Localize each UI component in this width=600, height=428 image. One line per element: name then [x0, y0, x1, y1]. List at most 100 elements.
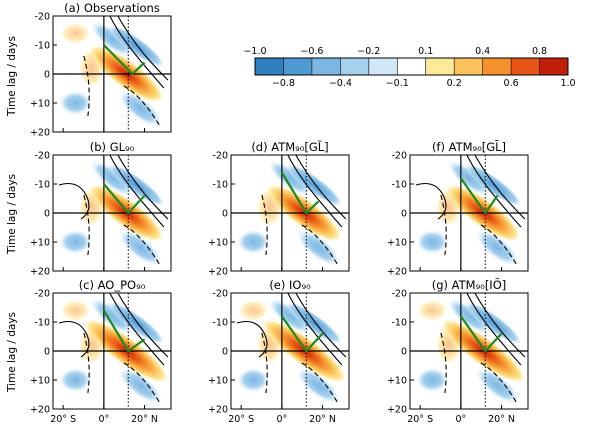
y-tick-label: -10	[34, 41, 50, 52]
y-tick-label: 0	[44, 209, 50, 220]
y-tick-label: 0	[222, 347, 228, 358]
x-tick-label: 20° S	[50, 414, 76, 425]
y-axis-label: Time lag / days	[6, 36, 18, 117]
y-tick-label: +10	[30, 376, 50, 387]
y-tick-label: +10	[387, 376, 407, 387]
y-tick-label: -20	[212, 151, 228, 162]
contour-line	[295, 293, 347, 358]
contour-line	[117, 155, 169, 220]
shading	[59, 21, 165, 127]
colorbar-swatch	[454, 58, 484, 75]
x-tick-label: 0°	[98, 414, 109, 425]
colorbar-swatch	[482, 58, 512, 75]
y-tick-label: +20	[387, 405, 407, 416]
y-tick-label: -10	[391, 318, 407, 329]
propagation-line	[103, 183, 146, 215]
y-tick-label: +20	[30, 128, 50, 139]
y-axis-label: Time lag / days	[6, 312, 18, 393]
contour-line	[123, 362, 161, 404]
panel-d: (d) ATM₉₀[GL̃] -20 -10 0 +10 +20	[208, 140, 350, 278]
contour-line	[109, 16, 165, 89]
contour-line	[117, 293, 169, 358]
colorbar-swatch	[511, 58, 541, 75]
x-tick-label: 20° N	[488, 414, 515, 425]
propagation-line	[280, 315, 324, 353]
contour-line	[301, 362, 339, 404]
y-tick-label: +10	[30, 238, 50, 249]
contour-line	[58, 320, 90, 358]
propagation-line	[102, 309, 146, 353]
y-tick-label: -20	[391, 151, 407, 162]
y-tick-label: -20	[212, 289, 228, 300]
colorbar-label: 1.0	[560, 78, 575, 89]
panel-f: (f) ATM₉₀[GL̄] -20 -10 0 +10 +20	[387, 140, 529, 278]
contour-line	[58, 182, 90, 220]
colorbar: −1.0 −0.6 −0.2 0.1 0.4 0.8 −0.8 −0.4 −0.1 0.2 0.6 1…	[243, 46, 575, 89]
contour-line	[117, 16, 169, 81]
colorbar-label: −0.6	[300, 46, 323, 57]
contour-line	[123, 224, 161, 266]
y-tick-label: -20	[34, 151, 50, 162]
y-tick-label: -20	[34, 12, 50, 23]
x-tick-label: 20° S	[407, 414, 433, 425]
y-tick-label: 0	[44, 347, 50, 358]
colorbar-label: 0.6	[504, 78, 519, 89]
contours	[261, 155, 347, 266]
colorbar-label: −0.2	[357, 46, 380, 57]
y-tick-label: +10	[208, 238, 228, 249]
colorbar-label: −0.4	[329, 78, 352, 89]
colorbar-label: −0.1	[386, 78, 409, 89]
contour-line	[480, 362, 518, 404]
colorbar-label: 0.4	[475, 46, 490, 57]
contour-line	[109, 293, 165, 366]
y-tick-label: -10	[212, 318, 228, 329]
contour-line	[474, 293, 526, 358]
y-tick-label: +20	[30, 267, 50, 278]
contour-line	[109, 155, 165, 228]
y-tick-label: +10	[387, 238, 407, 249]
colorbar-label: 0.2	[447, 78, 462, 89]
x-tick-label: 0°	[455, 414, 466, 425]
y-tick-label: 0	[401, 347, 407, 358]
colorbar-label: 0.1	[418, 46, 433, 57]
colorbar-label: −0.8	[272, 78, 295, 89]
contours	[58, 293, 169, 404]
colorbar-swatch	[397, 58, 427, 75]
contour-line	[466, 155, 522, 228]
colorbar-swatch	[425, 58, 455, 75]
y-tick-label: 0	[222, 209, 228, 220]
contours	[440, 293, 526, 404]
colorbar-swatch	[539, 58, 569, 75]
contour-line	[123, 85, 161, 127]
y-tick-label: -10	[34, 318, 50, 329]
y-tick-label: +10	[30, 99, 50, 110]
contour-line	[466, 293, 522, 366]
propagation-line	[459, 177, 499, 215]
colorbar-swatch	[283, 58, 313, 75]
y-tick-label: -10	[212, 180, 228, 191]
y-tick-label: +20	[208, 405, 228, 416]
y-tick-label: +10	[208, 376, 228, 387]
panels-layer: (a) Observations -20 -10 0 +10 +20 (b) GL₉₀ -20…	[30, 1, 529, 425]
panel-title: (b) GL₉₀	[90, 140, 135, 154]
contours	[58, 155, 169, 266]
contours	[415, 155, 526, 266]
y-tick-label: 0	[401, 209, 407, 220]
contour-line	[415, 182, 447, 220]
colorbar-swatch	[340, 58, 370, 75]
propagation-line	[280, 171, 320, 215]
panel-title: (e) IO₉₀	[269, 278, 311, 292]
contours	[83, 16, 169, 127]
colorbar-swatch	[311, 58, 341, 75]
contour-line	[480, 224, 518, 266]
panel-title: (g) ATM₉₀[IÕ]	[432, 277, 507, 292]
x-tick-label: 20° N	[131, 414, 158, 425]
contour-line	[295, 155, 347, 220]
contour-line	[474, 155, 526, 220]
shading	[237, 298, 346, 404]
y-tick-label: -20	[391, 289, 407, 300]
